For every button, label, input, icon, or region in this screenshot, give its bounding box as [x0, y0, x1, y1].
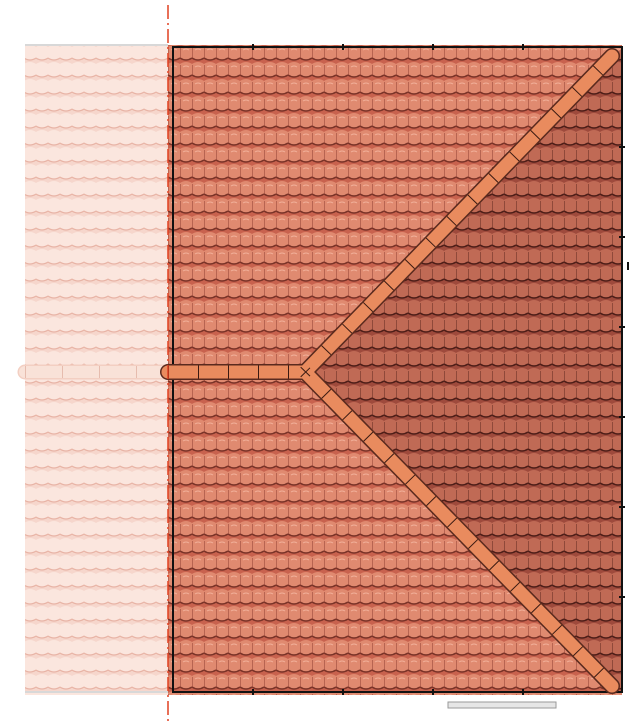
- page: [0, 0, 630, 722]
- roof-plan-view: [0, 0, 630, 722]
- scrollbar[interactable]: [448, 702, 556, 708]
